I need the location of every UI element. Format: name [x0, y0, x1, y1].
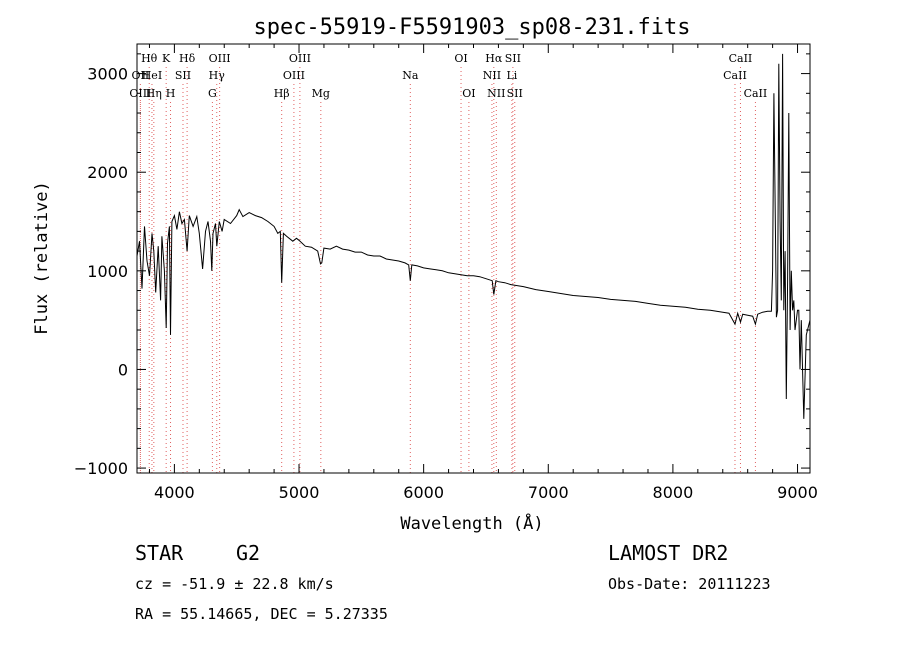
x-axis: 4000 5000 6000 7000 8000 9000	[148, 44, 818, 502]
spectral-line-label: Li	[506, 69, 517, 82]
spectral-line-label: CaII	[744, 87, 768, 100]
spectral-line-label: NII	[483, 69, 501, 82]
spectral-line-label: Hα	[485, 52, 503, 65]
spectral-line-label: SII	[505, 52, 521, 65]
spectral-line-label: OIII	[289, 52, 311, 65]
spectral-line-label: Hγ	[209, 69, 226, 82]
object-class: STAR	[135, 541, 184, 565]
plot-frame	[136, 43, 811, 474]
velocity-label: cz = -51.9 ± 22.8 km/s	[135, 575, 334, 593]
spectral-line-label: H	[166, 87, 176, 100]
spectral-line-label: CaII	[723, 69, 747, 82]
spectral-line-label: Mg	[312, 87, 330, 100]
spectral-line-label: SII	[507, 87, 523, 100]
y-tick-label: 0	[118, 360, 128, 379]
spectral-line-label: HeI	[142, 69, 162, 82]
spectrum-series	[136, 53, 811, 419]
x-tick-label: 6000	[403, 483, 444, 502]
x-tick-label: 5000	[279, 483, 320, 502]
chart-title: spec-55919-F5591903_sp08-231.fits	[253, 15, 690, 40]
spectral-line-label: K	[162, 52, 171, 65]
spectral-line-label: NII	[487, 87, 505, 100]
spectral-line-label: OIII	[209, 52, 231, 65]
y-tick-label: 1000	[87, 262, 128, 281]
x-tick-label: 7000	[528, 483, 569, 502]
y-tick-label: −1000	[74, 459, 128, 478]
spectral-line-label: CaII	[729, 52, 753, 65]
x-tick-label: 4000	[154, 483, 195, 502]
x-axis-label: Wavelength (Å)	[400, 512, 543, 534]
subclass: G2	[236, 541, 261, 565]
obs-date-label: Obs-Date: 20111223	[608, 575, 771, 593]
x-tick-label: 9000	[777, 483, 818, 502]
spectral-line-label: SII	[175, 69, 191, 82]
y-axis: −1000 0 1000 2000 3000	[74, 53, 810, 478]
spectral-line-label: OII	[132, 69, 150, 82]
line-markers	[139, 67, 756, 473]
spectral-line-label: Hβ	[274, 87, 290, 100]
y-tick-label: 2000	[87, 163, 128, 182]
spectral-line-label: Hη	[146, 87, 162, 100]
spectral-line-label: G	[208, 87, 217, 100]
spectrum-line	[136, 53, 811, 419]
y-axis-label: Flux (relative)	[32, 181, 52, 335]
coordinates-label: RA = 55.14665, DEC = 5.27335	[135, 605, 388, 623]
spectral-line-label: OI	[454, 52, 467, 65]
survey-label: LAMOST DR2	[608, 541, 729, 565]
spectral-line-label: OIII	[283, 69, 305, 82]
spectral-line-label: Hθ	[141, 52, 158, 65]
spectral-line-label: Na	[402, 69, 419, 82]
x-tick-label: 8000	[653, 483, 694, 502]
spectral-line-label: OI	[462, 87, 475, 100]
y-tick-label: 3000	[87, 65, 128, 84]
spectral-line-label: Hδ	[179, 52, 196, 65]
